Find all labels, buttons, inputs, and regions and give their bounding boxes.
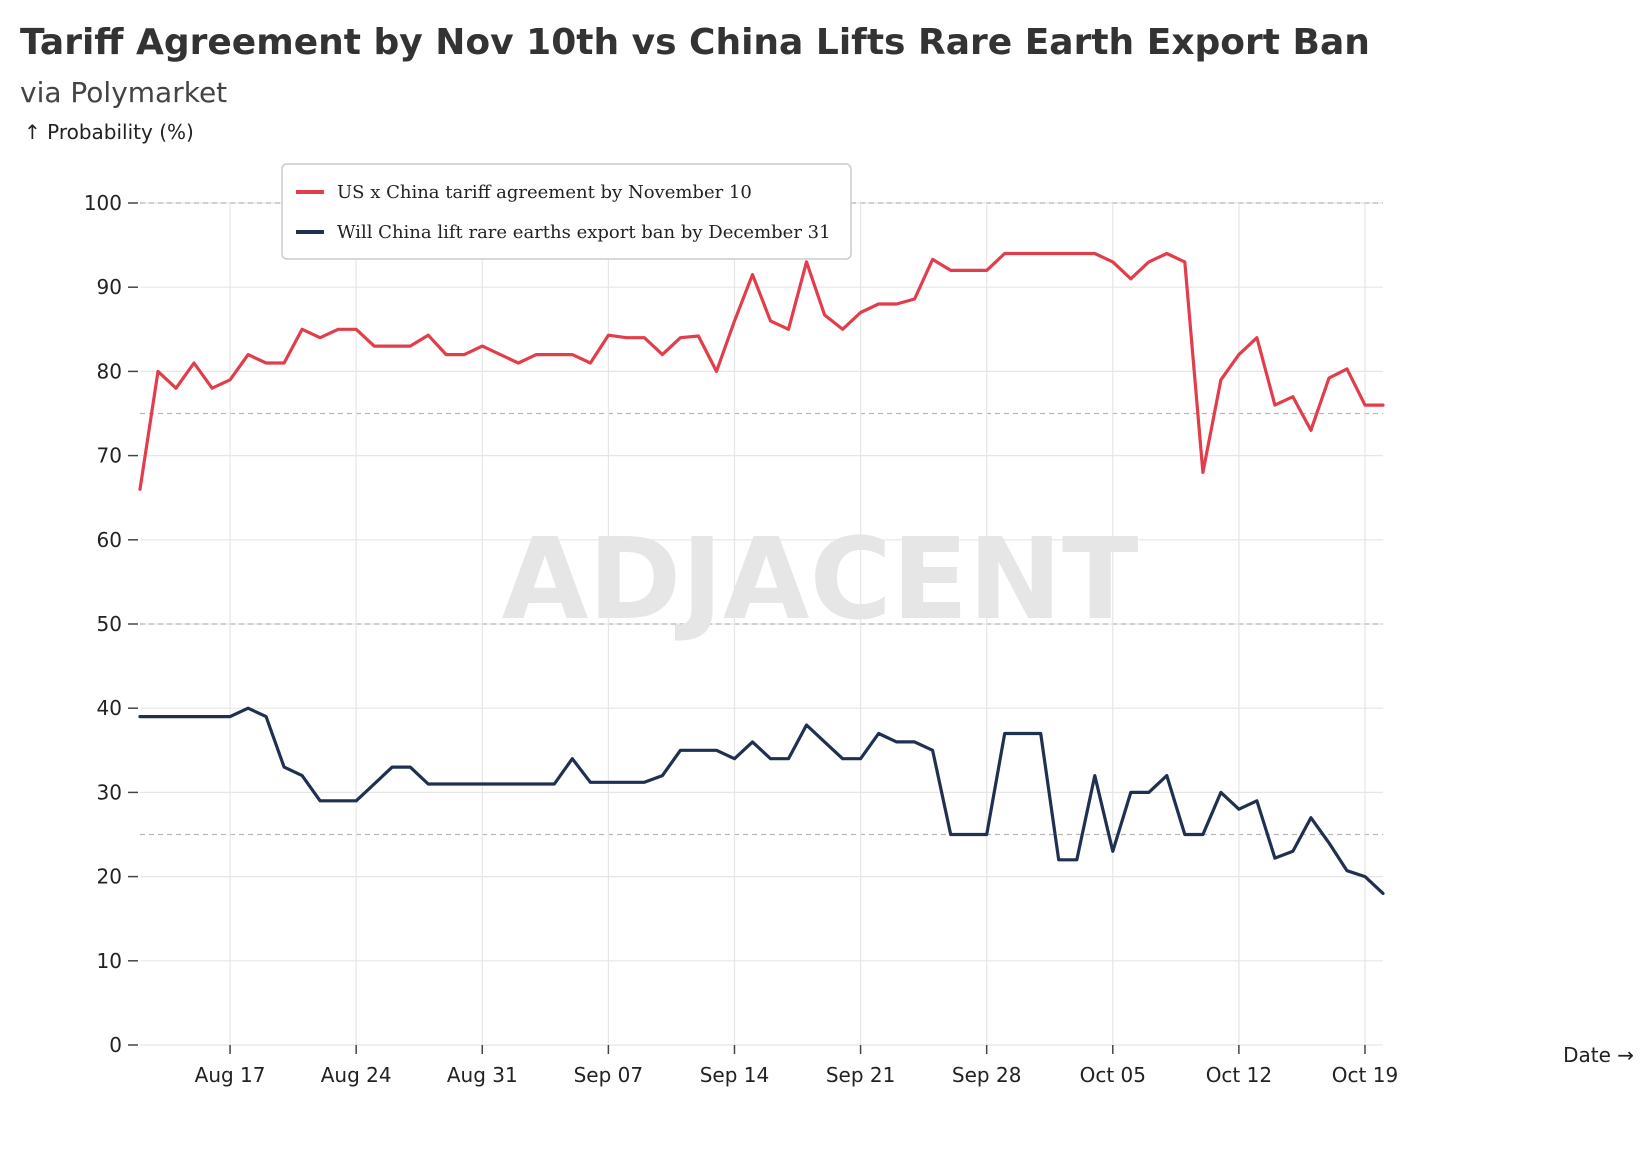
y-tick-label-50: 50 (97, 612, 122, 636)
axes: 0 10 20 30 40 50 60 70 80 90 100 Aug 17 Aug 24 Aug 31… (84, 191, 1398, 1087)
legend-label-tariff: US x China tariff agreement by November … (337, 182, 752, 203)
x-tick-label: Aug 24 (321, 1063, 392, 1087)
x-axis-label: Date → (1563, 1043, 1634, 1067)
x-tick-label: Sep 28 (952, 1063, 1022, 1087)
series-line-rare-earth-ban (138, 706, 1385, 895)
y-tick-label-80: 80 (97, 359, 122, 383)
x-tick-label: Oct 19 (1332, 1063, 1398, 1087)
x-tick-label: Sep 14 (700, 1063, 770, 1087)
y-tick-label-0: 0 (109, 1033, 122, 1057)
chart-subtitle: via Polymarket (20, 76, 228, 109)
y-tick-label-10: 10 (97, 949, 122, 973)
x-tick-label: Sep 07 (574, 1063, 644, 1087)
x-tick-label: Oct 12 (1206, 1063, 1272, 1087)
y-tick-label-70: 70 (97, 444, 122, 468)
x-tick-label: Oct 05 (1080, 1063, 1146, 1087)
y-tick-label-40: 40 (97, 696, 122, 720)
y-axis-label: ↑ Probability (%) (24, 120, 194, 144)
x-tick-label: Aug 17 (195, 1063, 266, 1087)
x-tick-label: Sep 21 (826, 1063, 896, 1087)
chart-title: Tariff Agreement by Nov 10th vs China Li… (20, 22, 1370, 63)
y-tick-label-90: 90 (97, 275, 122, 299)
x-tick-label: Aug 31 (447, 1063, 518, 1087)
y-tick-label-20: 20 (97, 865, 122, 889)
watermark: ADJACENT (502, 515, 1139, 645)
legend-label-rare-earth: Will China lift rare earths export ban b… (337, 222, 831, 243)
y-tick-label-60: 60 (97, 528, 122, 552)
legend-box (281, 163, 852, 260)
grid (140, 202, 1383, 1046)
y-tick-label-100: 100 (84, 191, 122, 215)
series-line-tariff-agreement (138, 251, 1385, 491)
y-tick-label-30: 30 (97, 780, 122, 804)
series-layer (138, 251, 1385, 895)
legend: US x China tariff agreement by November … (281, 163, 852, 260)
